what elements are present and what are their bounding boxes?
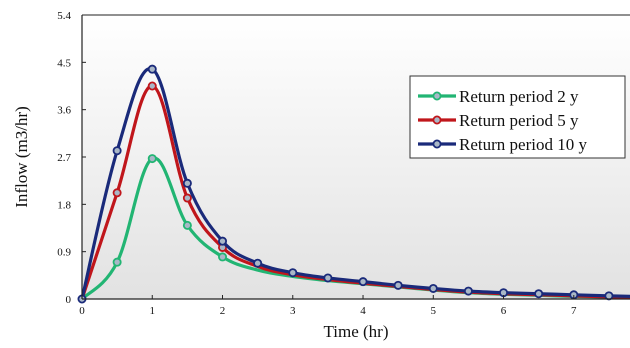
y-tick-label: 2.7	[57, 152, 71, 164]
y-axis-title: Inflow (m3/hr)	[12, 106, 31, 208]
y-tick-label: 0.9	[57, 247, 71, 259]
data-point	[253, 258, 263, 268]
y-tick-label: 3.6	[57, 105, 71, 117]
data-point	[147, 81, 157, 91]
series-3	[77, 64, 630, 304]
data-point	[358, 277, 368, 287]
legend-swatch-marker	[432, 91, 442, 101]
data-point	[112, 146, 122, 156]
data-point	[604, 291, 614, 301]
y-tick-label: 5.4	[57, 10, 71, 22]
data-point	[182, 193, 192, 203]
data-point	[534, 289, 544, 299]
data-point	[112, 257, 122, 267]
data-point	[463, 286, 473, 296]
legend-label: Return period 10 y	[459, 135, 587, 154]
legend-entry: Return period 2 y	[418, 87, 579, 106]
legend-label: Return period 2 y	[459, 87, 579, 106]
data-point	[218, 252, 228, 262]
data-point	[218, 236, 228, 246]
data-point	[182, 178, 192, 188]
x-axis-title: Time (hr)	[323, 322, 388, 341]
x-tick-label: 1	[150, 305, 156, 317]
legend-entry: Return period 10 y	[418, 135, 587, 154]
x-tick-label: 0	[79, 305, 85, 317]
axes-layer: 0 1 2 3 4 5 6 7 0 0.9 1.8 2.7 3.6 4.5 5.4	[57, 10, 630, 317]
x-tick-label: 2	[220, 305, 226, 317]
x-tick-label: 4	[360, 305, 366, 317]
legend-label: Return period 5 y	[459, 111, 579, 130]
x-tick-label: 7	[571, 305, 577, 317]
x-tick-label: 3	[290, 305, 296, 317]
x-tick-label: 5	[431, 305, 437, 317]
data-point	[323, 273, 333, 283]
data-point	[393, 280, 403, 290]
series-layer	[77, 64, 630, 304]
data-point	[182, 220, 192, 230]
legend: Return period 2 y Return period 5 y Return…	[409, 75, 626, 159]
data-point	[112, 188, 122, 198]
data-point	[147, 64, 157, 74]
legend-swatch-marker	[432, 139, 442, 149]
data-point	[288, 268, 298, 278]
legend-entry: Return period 5 y	[418, 111, 579, 130]
x-tick-label: 6	[501, 305, 507, 317]
y-tick-label: 0	[66, 294, 72, 306]
y-tick-label: 4.5	[57, 57, 71, 69]
y-tick-label: 1.8	[57, 199, 71, 211]
data-point	[147, 154, 157, 164]
data-point	[428, 283, 438, 293]
legend-swatch-marker	[432, 115, 442, 125]
